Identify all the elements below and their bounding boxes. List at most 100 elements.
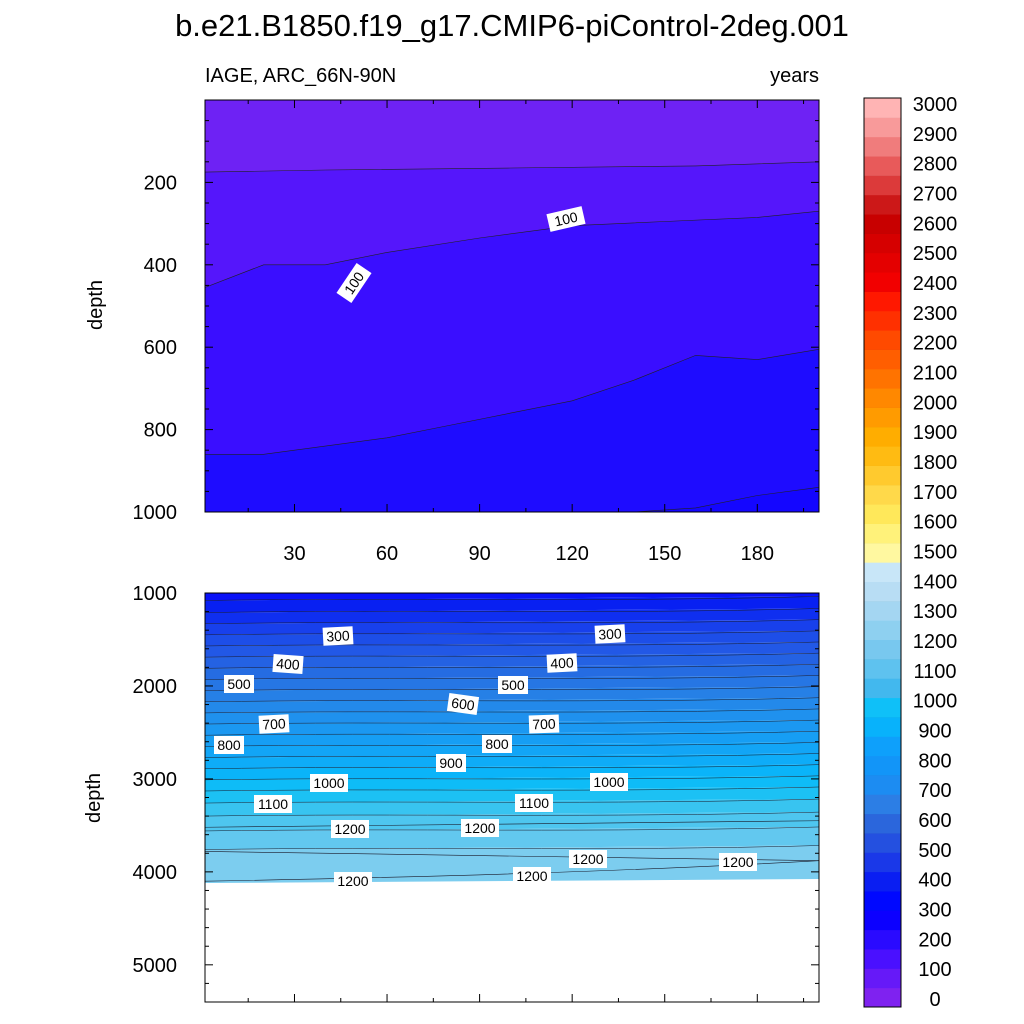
colorbar-level-label: 800 [918,750,951,772]
colorbar-level-label: 1600 [913,512,958,534]
lower-contour-label-box [334,872,372,890]
lower-contour-label: 800 [214,736,244,754]
lower-contour-line [205,596,819,601]
lower-contour-label-text: 800 [485,736,509,752]
colorbar-swatch [864,794,901,815]
upper-filled-contours [205,100,819,512]
lower-contour-label: 400 [272,653,304,675]
lower-y-tick-label: 4000 [133,862,178,884]
lower-contour-label-box [590,773,628,791]
lower-contour-line [205,786,819,792]
colorbar-swatch [864,426,901,447]
lower-contour-labels: 300 300 400 400 500 500 600 700 700 800 800 900 1000… [214,624,757,890]
lower-contour-label: 1200 [334,872,372,890]
lower-contour-label-text: 600 [450,694,476,713]
colorbar-swatch [864,697,901,718]
upper-x-tick-label: 180 [741,543,774,565]
lower-band-7 [205,664,819,680]
colorbar-level-label: 1200 [913,631,958,653]
colorbar-level-label: 200 [918,929,951,951]
lower-contour-label-box [513,867,551,885]
lower-y-axis-label: depth [83,773,105,823]
lower-contour-line [205,619,819,624]
lower-contour-label: 1200 [461,819,499,837]
colorbar-swatch [864,639,901,660]
lower-band-16 [205,764,819,780]
colorbar-level-label: 2600 [913,213,958,235]
colorbar-swatch [864,542,901,563]
lower-contour-label-box [528,714,560,734]
lower-contour-label-text: 1000 [593,774,624,790]
colorbar-level-label: 1500 [913,542,958,564]
colorbar-level-label: 3000 [913,94,958,116]
lower-contour-label-text: 400 [276,655,301,673]
lower-contour-label-box [214,736,244,754]
upper-contour-line-2 [205,210,819,288]
lower-contour-label: 500 [498,676,528,694]
lower-contour-label-text: 700 [532,716,556,733]
colorbar-level-label: 2000 [913,392,958,414]
colorbar-level-label: 0 [929,989,940,1011]
colorbar-swatch [864,214,901,234]
lower-contour-label-box [331,820,369,838]
lower-contour-label-text: 500 [501,677,525,693]
colorbar-swatch [864,156,901,176]
lower-contour-label: 400 [546,653,578,673]
upper-contour-label-1: 100 [553,209,580,230]
colorbar-swatch [864,194,901,215]
upper-contour-line-4 [205,487,819,512]
colorbar-swatch [864,291,901,312]
lower-contour-label-text: 700 [262,715,286,732]
colorbar-level-label: 2900 [913,124,958,146]
colorbar-swatch [864,310,901,331]
colorbar-swatch [864,600,901,621]
lower-contour-label: 1100 [515,794,553,812]
colorbar-swatch [864,407,901,428]
lower-contour-label-box [272,653,304,675]
lower-contour-label-text: 1100 [258,796,288,812]
lower-panel: 1000 2000 3000 4000 5000 depth 300 300 400 400 5… [83,583,820,1003]
lower-contour-label: 900 [436,754,466,772]
colorbar-level-label: 100 [918,959,951,981]
lower-contour-line [205,811,819,817]
colorbar-level-label: 2300 [913,303,958,325]
upper-contour-line-1 [205,161,819,173]
lower-contour-label-text: 1200 [516,868,547,884]
lower-contour-line [205,845,819,850]
lower-contour-label: 300 [322,626,354,646]
lower-contour-label-box [461,819,499,837]
lower-contour-label: 1200 [569,850,607,868]
lower-contour-line [205,730,819,736]
lower-band-0 [205,593,819,601]
colorbar-swatch [864,948,901,969]
lower-contour-label-text: 1200 [464,820,495,836]
upper-x-tick-label: 150 [648,543,681,565]
colorbar-level-label: 2100 [913,363,958,385]
lower-contour-label: 1000 [590,773,628,791]
colorbar-swatch [864,523,901,544]
lower-band-15 [205,753,819,769]
colorbar-level-label: 1000 [913,691,958,713]
lower-contour-label-box [546,653,578,673]
colorbar-level-label: 500 [918,840,951,862]
upper-y-tick-label: 600 [144,337,177,359]
colorbar-swatch [864,446,901,466]
upper-y-tick-label: 200 [144,172,177,194]
lower-contour-label-box [446,692,480,716]
upper-x-tick-label: 30 [283,543,305,565]
colorbar-swatch [864,755,901,776]
lower-contour-label-text: 300 [598,625,622,642]
colorbar-swatch [864,929,901,950]
upper-band-3 [205,349,819,512]
lower-contour-label-text: 400 [550,654,574,671]
colorbar-swatch [864,368,901,389]
lower-band-6 [205,653,819,669]
lower-contour-label-text: 1200 [334,821,365,837]
lower-band-2 [205,608,819,624]
colorbar-level-label: 2700 [913,184,958,206]
upper-x-tick-label: 90 [468,543,490,565]
lower-contour-label: 1200 [513,867,551,885]
upper-contour-line-3 [205,349,819,455]
upper-y-axis-label: depth [85,280,107,330]
